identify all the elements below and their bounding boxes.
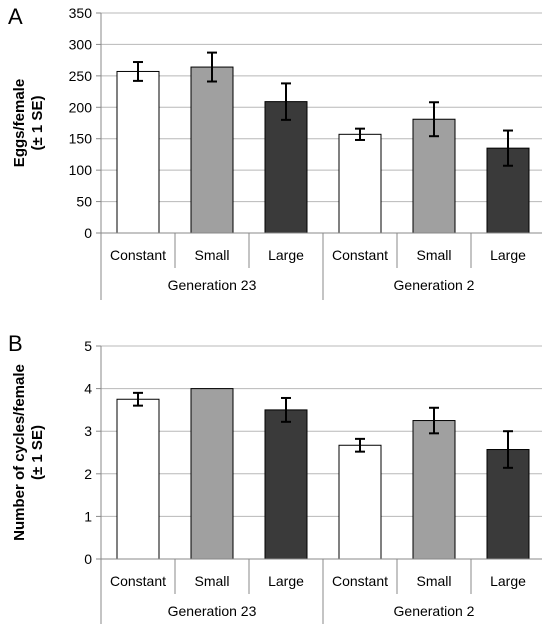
y-axis-label: (± 1 SE) (29, 96, 46, 151)
bar (264, 409, 308, 560)
y-tick-label: 0 (84, 551, 92, 567)
category-label: Constant (110, 573, 166, 589)
bar (264, 101, 308, 234)
category-label: Constant (332, 573, 388, 589)
bar (338, 133, 382, 234)
chart-panel-b: B 0 1 2 3 4 5 Number of cycles/female (± 1 SE) Co… (8, 331, 542, 624)
bar (190, 388, 234, 560)
category-label: Large (268, 247, 304, 263)
y-tick-label: 2 (84, 466, 92, 482)
group-label: Generation 2 (394, 277, 475, 293)
y-axis-label: Number of cycles/female (11, 364, 28, 541)
y-axis-label: (± 1 SE) (29, 425, 46, 480)
y-tick-label: 350 (69, 5, 93, 21)
y-tick-label: 4 (84, 381, 92, 397)
y-tick-label: 5 (84, 338, 92, 354)
y-axis-label: Eggs/female (11, 79, 28, 167)
bar (116, 398, 160, 560)
y-tick-label: 200 (69, 99, 93, 115)
category-label: Small (416, 247, 451, 263)
bar (412, 420, 456, 560)
bar (190, 66, 234, 234)
category-label: Small (194, 247, 229, 263)
y-tick-label: 3 (84, 423, 92, 439)
y-tick-label: 0 (84, 225, 92, 241)
category-label: Large (490, 247, 526, 263)
category-label: Small (416, 573, 451, 589)
category-label: Large (490, 573, 526, 589)
y-tick-label: 250 (69, 68, 93, 84)
panel-letter: B (8, 331, 23, 356)
y-tick-label: 150 (69, 131, 93, 147)
y-tick-label: 100 (69, 162, 93, 178)
y-tick-label: 50 (76, 194, 92, 210)
chart-panel-a: A 0 50 100 150 200 250 300 350 Eggs/female (± 1 SE… (8, 4, 542, 300)
group-label: Generation 23 (168, 603, 257, 619)
panel-letter: A (8, 4, 23, 29)
y-tick-label: 300 (69, 36, 93, 52)
group-label: Generation 2 (394, 603, 475, 619)
category-label: Large (268, 573, 304, 589)
bar (116, 70, 160, 234)
group-label: Generation 23 (168, 277, 257, 293)
category-label: Small (194, 573, 229, 589)
y-tick-label: 1 (84, 508, 92, 524)
bar (412, 118, 456, 234)
category-label: Constant (332, 247, 388, 263)
bar (338, 444, 382, 560)
category-label: Constant (110, 247, 166, 263)
